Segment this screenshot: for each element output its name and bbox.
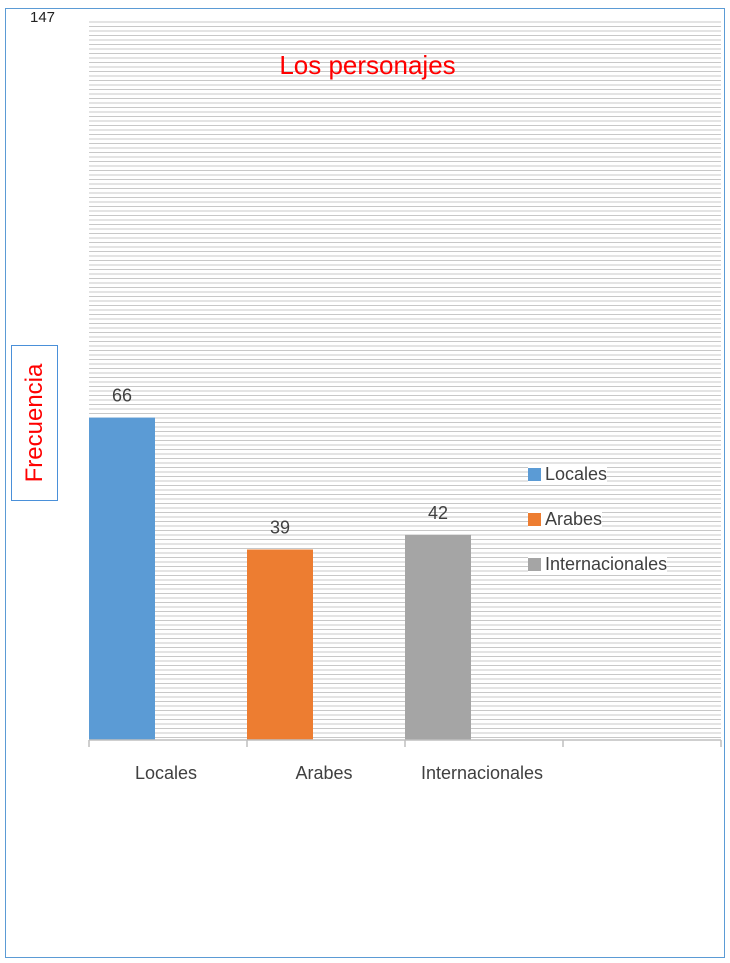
chart-title: Los personajes bbox=[279, 50, 456, 80]
x-tick-label: Locales bbox=[135, 763, 197, 783]
x-tick-labels: Locales Arabes Internacionales bbox=[135, 763, 543, 783]
legend-label: Internacionales bbox=[545, 553, 668, 574]
legend-swatch-icon bbox=[528, 467, 541, 481]
legend-item-internacionales: Internacionales bbox=[528, 553, 668, 574]
x-tick-label: Internacionales bbox=[421, 763, 543, 783]
legend-swatch-icon bbox=[528, 512, 541, 526]
legend-item-locales: Locales bbox=[528, 463, 608, 484]
data-labels: 66 39 42 bbox=[112, 386, 448, 538]
bars bbox=[89, 417, 471, 740]
legend-swatch-icon bbox=[528, 557, 541, 571]
y-axis-title: Frecuencia bbox=[21, 363, 48, 483]
data-label: 39 bbox=[270, 518, 290, 538]
x-axis bbox=[88, 739, 722, 747]
legend-item-arabes: Arabes bbox=[528, 508, 603, 529]
y-axis-title-box bbox=[11, 345, 58, 501]
data-label: 66 bbox=[112, 386, 132, 406]
legend-label: Arabes bbox=[545, 508, 603, 529]
bar-locales bbox=[89, 417, 155, 740]
x-tick-label: Arabes bbox=[295, 763, 352, 783]
data-label: 42 bbox=[428, 503, 448, 523]
bar-internacionales bbox=[405, 534, 471, 740]
y-axis-max-label: 147 bbox=[30, 9, 56, 26]
legend-label: Locales bbox=[545, 463, 608, 484]
chart-border bbox=[5, 8, 725, 958]
bar-arabes bbox=[247, 549, 313, 740]
